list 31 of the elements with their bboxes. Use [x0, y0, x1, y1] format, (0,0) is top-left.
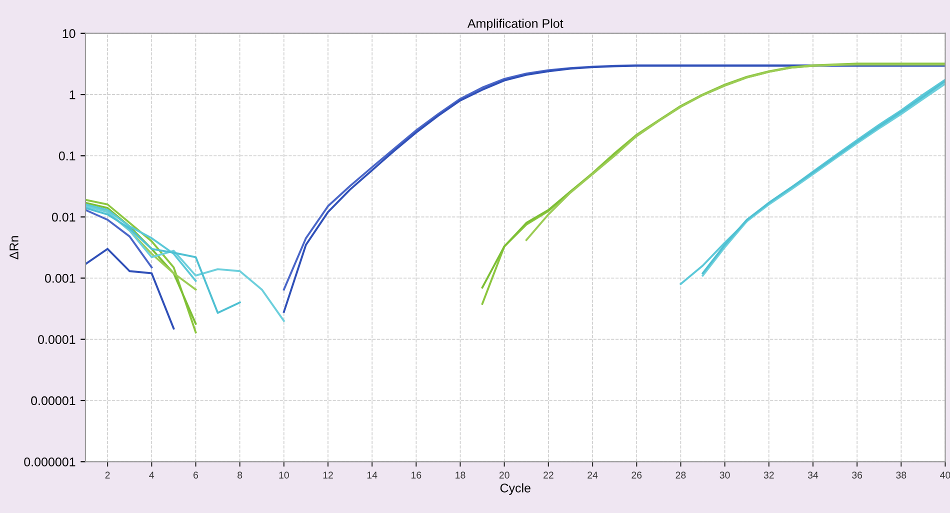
- x-tick-label: 38: [896, 472, 906, 479]
- x-tick-label: 8: [238, 472, 242, 479]
- y-tick-label: 1: [70, 90, 76, 100]
- y-tick-label: 0.1: [58, 152, 76, 160]
- y-tick-label: 10: [62, 29, 76, 38]
- x-tick-label: 22: [544, 472, 554, 478]
- chart-title: Amplification Plot: [467, 18, 564, 30]
- x-tick-label: 6: [194, 472, 198, 479]
- x-tick-label: 4: [149, 472, 154, 478]
- x-tick-label: 36: [852, 472, 862, 479]
- x-axis-title: Cycle: [500, 483, 530, 495]
- x-tick-label: 20: [499, 472, 510, 479]
- y-tick-label: 0.01: [52, 212, 76, 222]
- y-tick-label: 0.001: [44, 274, 76, 283]
- y-tick-label: 0.000001: [24, 458, 76, 466]
- x-tick-label: 2: [105, 472, 110, 478]
- y-tick-label: 0.0001: [38, 335, 76, 344]
- x-tick-label: 34: [808, 472, 818, 479]
- x-tick-label: 14: [367, 472, 378, 478]
- y-axis-title: ΔRn: [10, 236, 18, 260]
- x-tick-label: 28: [676, 472, 686, 479]
- x-tick-label: 18: [456, 472, 466, 479]
- y-tick-label: 0.00001: [31, 396, 76, 406]
- x-tick-label: 26: [632, 472, 642, 479]
- x-tick-label: 32: [764, 472, 774, 479]
- x-tick-label: 24: [588, 472, 598, 478]
- x-tick-label: 16: [412, 472, 422, 479]
- x-tick-label: 40: [940, 472, 950, 479]
- x-tick-label: 10: [279, 472, 289, 479]
- x-tick-label: 30: [720, 472, 730, 479]
- x-tick-label: 12: [323, 472, 333, 478]
